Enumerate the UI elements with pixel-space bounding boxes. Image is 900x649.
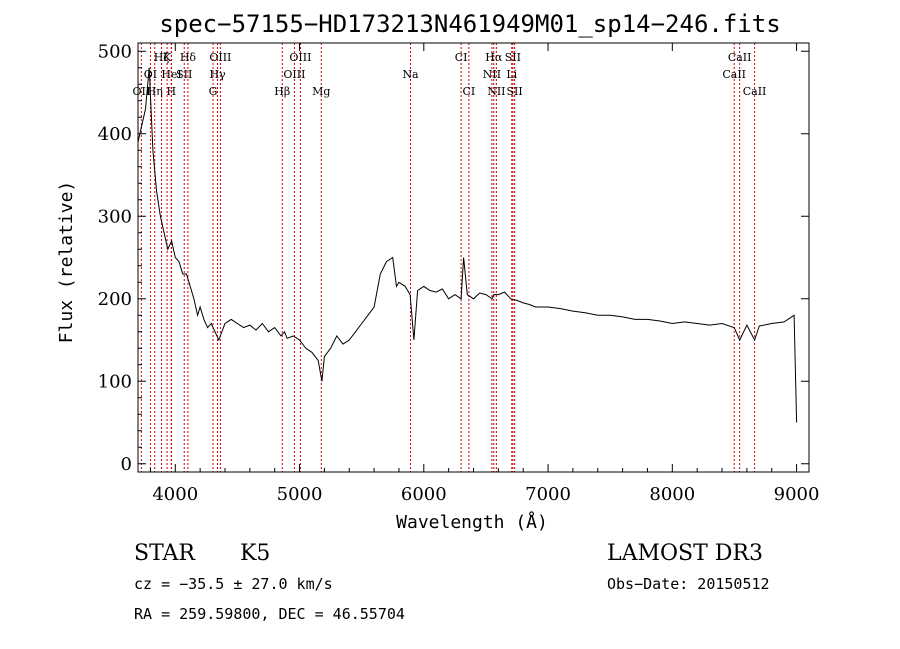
line-marker-label: OIII [283,68,305,81]
object-type: STAR [134,541,196,566]
spectrum-line [137,67,798,423]
y-axis-label: Flux (relative) [56,181,77,344]
chart-title: spec−57155−HD173213N461949M01_sp14−246.f… [159,10,780,38]
line-marker-label: CaII [722,68,746,81]
line-marker-label: CaII [728,51,752,64]
line-marker-label: SII [176,68,192,81]
y-axis-ticks: 0 100 200 300 400 500 [98,41,809,475]
line-marker-label: CaII [743,85,767,98]
line-marker-label: CI [455,51,468,64]
y-tick-label: 500 [98,41,132,62]
x-tick-label: 6000 [401,484,447,505]
x-axis-label: Wavelength (Å) [396,511,548,533]
line-marker-label: OII [132,85,150,98]
emission-line-markers [140,43,756,472]
line-marker-label: H [167,85,177,98]
y-tick-label: 100 [98,371,132,392]
subclass: K5 [240,541,270,566]
y-tick-label: 200 [98,289,132,310]
line-marker-label: Hα [485,51,503,64]
y-tick-label: 0 [121,454,132,475]
y-tick-label: 400 [98,124,132,145]
line-marker-label: OIII [289,51,311,64]
plot-frame [137,42,810,473]
x-tick-label: 8000 [649,484,695,505]
line-marker-label: NII [487,85,505,98]
x-tick-label: 5000 [277,484,323,505]
x-tick-label: 9000 [774,484,820,505]
y-tick-label: 300 [98,206,132,227]
x-tick-label: 4000 [152,484,198,505]
obs-date: Obs−Date: 20150512 [607,575,770,593]
line-marker-label: G [209,85,218,98]
line-marker-label: OIII [209,51,231,64]
survey-name: LAMOST DR3 [607,541,763,566]
x-axis-ticks: 4000 5000 6000 7000 8000 9000 [149,43,820,505]
line-marker-label: SII [505,51,521,64]
line-marker-label: OI [144,68,157,81]
line-marker-label: Hζ [154,51,170,64]
line-marker-label: Hβ [274,85,290,98]
line-marker-label: Hδ [180,51,197,64]
line-marker-label: HeI [161,68,181,81]
line-marker-label: Mg [312,85,330,98]
redshift-info: cz = −35.5 ± 27.0 km/s [134,575,333,593]
line-marker-label: Hη [147,85,163,98]
line-marker-label: CI [463,85,476,98]
line-marker-label: SII [507,85,523,98]
x-tick-label: 7000 [525,484,571,505]
line-marker-label: Na [402,68,419,81]
line-marker-label: NII [483,68,501,81]
line-marker-label: Hγ [209,68,226,81]
coordinates: RA = 259.59800, DEC = 46.55704 [134,605,405,623]
line-marker-label: Li [506,68,517,81]
line-marker-label: K [163,51,172,64]
